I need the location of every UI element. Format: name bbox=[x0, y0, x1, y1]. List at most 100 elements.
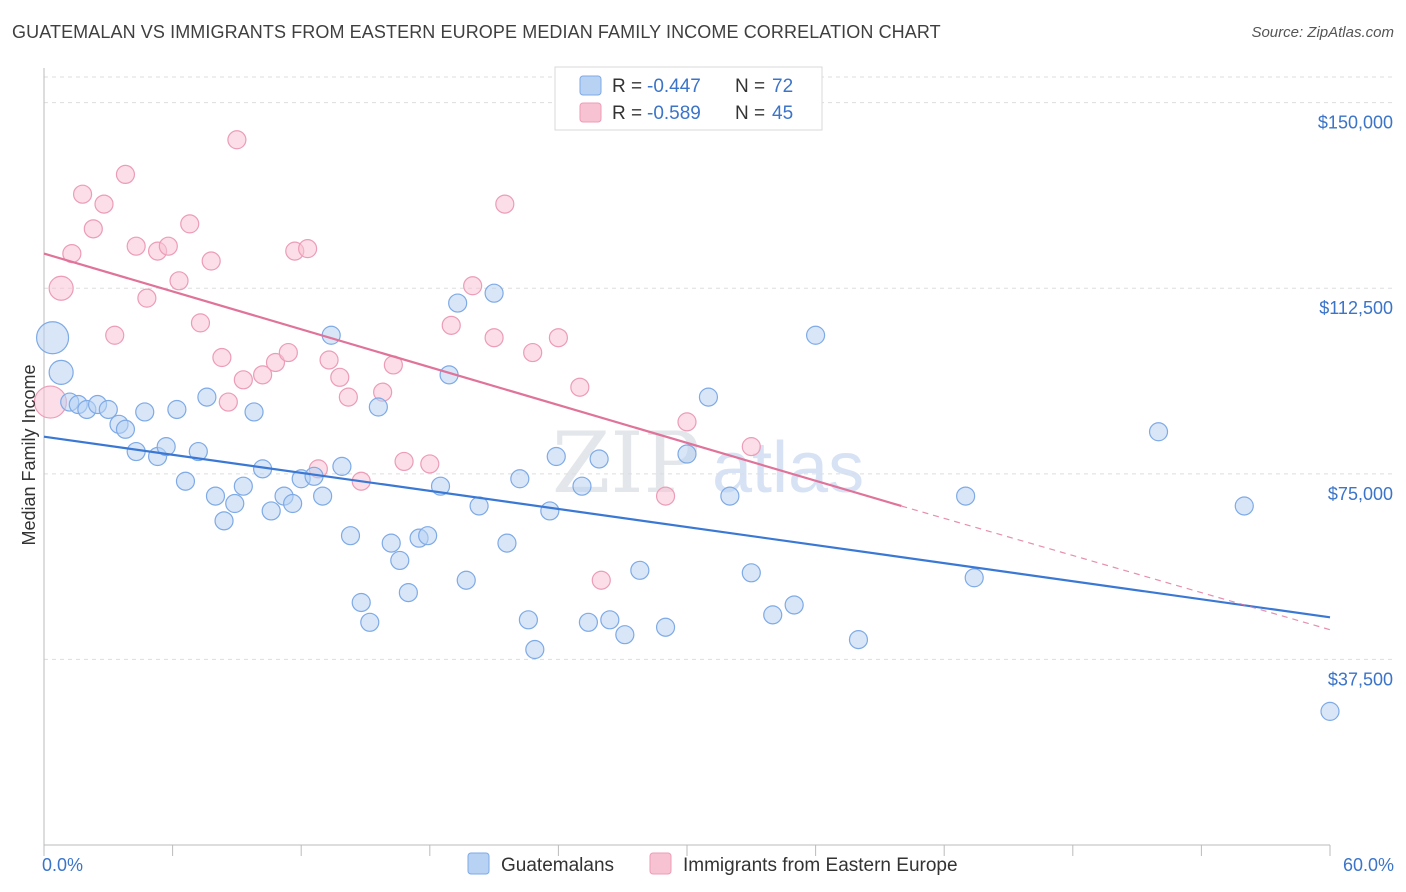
eastern-europe-point bbox=[137, 288, 157, 308]
guatemalan-point bbox=[572, 476, 592, 496]
guatemalan-point bbox=[720, 486, 740, 506]
eastern-europe-point bbox=[180, 214, 200, 234]
legend-r-label-2: R = bbox=[612, 103, 642, 124]
axes bbox=[43, 68, 1331, 856]
eastern-europe-trend-line bbox=[43, 252, 902, 508]
eastern-europe-point bbox=[484, 328, 504, 348]
guatemalan-point bbox=[188, 441, 208, 462]
guatemalan-point bbox=[484, 283, 504, 303]
guatemalan-point bbox=[368, 397, 388, 417]
series-legend: Guatemalans Immigrants from Eastern Euro… bbox=[467, 852, 958, 876]
guatemalan-point bbox=[167, 399, 187, 420]
guatemalan-point bbox=[351, 592, 371, 613]
eastern-europe-point bbox=[72, 184, 93, 204]
guatemalan-point bbox=[578, 612, 599, 632]
legend-n-label-1: N = bbox=[735, 76, 765, 97]
tick-labels: $37,500 $75,000 $112,500 $150,000 0.0% 60.0% bbox=[42, 113, 1394, 875]
x-tick-label-min: 0.0% bbox=[42, 855, 83, 875]
eastern-europe-point bbox=[218, 392, 238, 412]
guatemalan-point bbox=[698, 387, 719, 407]
trend-lines bbox=[43, 252, 1331, 631]
guatemalan-point bbox=[381, 533, 401, 553]
chart-title: GUATEMALAN VS IMMIGRANTS FROM EASTERN EU… bbox=[12, 22, 941, 42]
guatemalan-point bbox=[655, 617, 676, 637]
guatemalan-point bbox=[1234, 496, 1254, 516]
series-legend-eastern-europe: Immigrants from Eastern Europe bbox=[683, 855, 958, 876]
guatemalan-point bbox=[589, 449, 609, 469]
guatemalan-point bbox=[1148, 422, 1169, 442]
eastern-europe-point bbox=[591, 570, 611, 590]
eastern-europe-point bbox=[298, 239, 318, 259]
guatemalan-point bbox=[332, 456, 352, 476]
guatemalan-point bbox=[525, 639, 545, 660]
guatemalan-point bbox=[225, 493, 245, 514]
guatemalan-point bbox=[261, 501, 281, 521]
legend-swatch-guatemalans bbox=[579, 75, 602, 96]
guatemalan-point bbox=[340, 526, 361, 546]
series-legend-swatch-guatemalans bbox=[467, 852, 490, 875]
series-legend-guatemalans: Guatemalans bbox=[501, 855, 614, 876]
eastern-europe-point bbox=[420, 454, 440, 474]
guatemalan-point bbox=[956, 486, 976, 506]
guatemalan-point bbox=[115, 419, 136, 439]
eastern-europe-point bbox=[190, 313, 211, 333]
eastern-europe-point bbox=[523, 342, 543, 363]
guatemalan-point bbox=[784, 595, 804, 615]
source-note: Source: ZipAtlas.com bbox=[1251, 24, 1394, 41]
eastern-europe-point bbox=[441, 315, 461, 335]
guatemalan-point bbox=[35, 321, 70, 355]
watermark-zip: ZIP bbox=[552, 414, 700, 512]
eastern-europe-point bbox=[319, 350, 339, 370]
eastern-europe-point bbox=[48, 275, 74, 301]
legend-swatch-eastern-europe bbox=[579, 102, 602, 123]
guatemalan-point bbox=[456, 570, 476, 590]
eastern-europe-point bbox=[338, 387, 358, 407]
guatemalan-point bbox=[175, 471, 196, 491]
correlation-legend: R = -0.447 N = 72 R = -0.589 N = 45 bbox=[554, 66, 823, 131]
guatemalan-point bbox=[313, 486, 333, 506]
guatemalan-point bbox=[98, 399, 118, 420]
legend-r-label-1: R = bbox=[612, 76, 642, 97]
eastern-europe-point bbox=[83, 219, 103, 239]
eastern-europe-point bbox=[394, 451, 414, 472]
legend-r-value-2: -0.589 bbox=[647, 103, 701, 124]
eastern-europe-point bbox=[94, 194, 114, 214]
y-tick-label: $150,000 bbox=[1318, 113, 1393, 133]
eastern-europe-point bbox=[655, 486, 676, 506]
eastern-europe-point bbox=[495, 194, 515, 214]
guatemalan-point bbox=[244, 402, 264, 422]
eastern-europe-point bbox=[227, 130, 247, 150]
y-axis-label: Median Family Income bbox=[19, 364, 39, 545]
eastern-europe-trend-extension bbox=[901, 505, 1331, 631]
guatemalan-points bbox=[35, 283, 1340, 721]
y-tick-label: $37,500 bbox=[1328, 669, 1393, 689]
guatemalan-point bbox=[540, 501, 560, 521]
guatemalan-point bbox=[805, 325, 826, 345]
legend-r-value-1: -0.447 bbox=[647, 76, 701, 97]
guatemalan-point bbox=[497, 533, 517, 553]
eastern-europe-point bbox=[677, 412, 697, 432]
eastern-europe-point bbox=[253, 365, 273, 385]
guatemalan-point bbox=[156, 437, 176, 457]
eastern-europe-point bbox=[201, 251, 221, 271]
guatemalan-point bbox=[398, 582, 418, 603]
eastern-europe-point bbox=[212, 347, 232, 368]
x-tick-label-max: 60.0% bbox=[1343, 855, 1394, 875]
eastern-europe-point bbox=[169, 271, 189, 291]
guatemalan-point bbox=[390, 550, 410, 571]
guatemalan-point bbox=[418, 526, 438, 546]
guatemalan-trend-line bbox=[43, 435, 1331, 619]
guatemalan-point bbox=[360, 612, 380, 632]
guatemalan-point bbox=[518, 610, 538, 630]
eastern-europe-point bbox=[330, 367, 350, 387]
guatemalan-point bbox=[233, 476, 253, 496]
guatemalan-point bbox=[1320, 701, 1340, 721]
eastern-europe-point bbox=[105, 325, 125, 345]
series-legend-swatch-eastern-europe bbox=[649, 852, 672, 875]
guatemalan-point bbox=[48, 359, 74, 385]
guatemalan-point bbox=[630, 560, 650, 580]
guatemalan-point bbox=[615, 625, 635, 645]
eastern-europe-point bbox=[463, 276, 483, 296]
guatemalan-point bbox=[448, 293, 468, 313]
legend-n-value-2: 45 bbox=[772, 103, 793, 124]
